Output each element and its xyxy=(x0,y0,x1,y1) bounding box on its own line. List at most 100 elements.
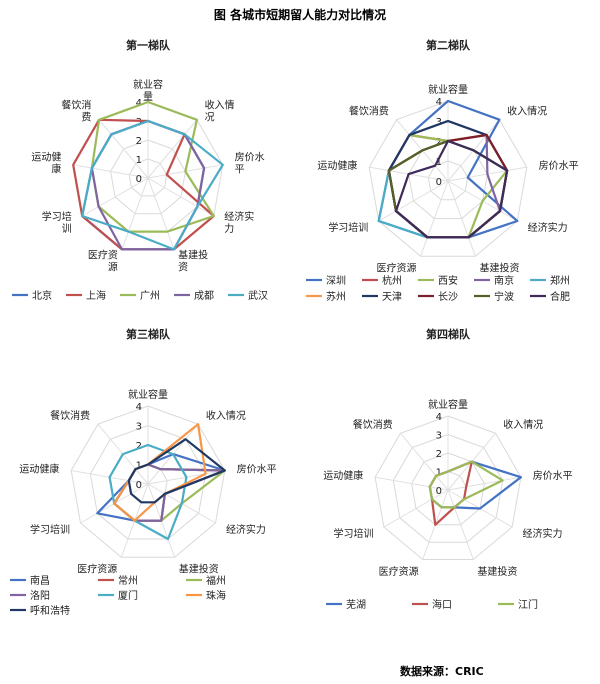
axis-label: 就业容量 xyxy=(428,398,468,411)
axis-label: 况 xyxy=(205,112,215,124)
axis-label: 运动健 xyxy=(31,152,61,164)
legend-label: 合肥 xyxy=(550,290,570,303)
axis-label: 医疗资源 xyxy=(377,261,417,274)
grid-spoke xyxy=(400,432,449,491)
axis-label: 收入情况 xyxy=(507,105,547,118)
legend-label: 南京 xyxy=(494,274,514,287)
tick-label: 2 xyxy=(136,136,142,147)
grid-spoke xyxy=(375,476,449,491)
tick-label: 3 xyxy=(136,422,142,433)
axis-label: 就业容 xyxy=(133,78,163,91)
axis-label: 学习培训 xyxy=(334,527,374,540)
axis-label: 就业容量 xyxy=(128,388,168,401)
legend-label: 西安 xyxy=(438,274,458,287)
axis-label: 学习培 xyxy=(42,210,72,223)
axis-label: 收入情况 xyxy=(206,409,246,422)
tick-label: 4 xyxy=(136,402,142,413)
series-line xyxy=(394,139,509,239)
chart-title: 第四梯队 xyxy=(426,327,471,341)
axis-label: 经济实力 xyxy=(522,527,562,540)
axis-label: 费 xyxy=(81,111,91,124)
grid-spoke xyxy=(378,180,449,222)
axis-label: 医疗资源 xyxy=(379,565,419,578)
axis-label: 康 xyxy=(51,163,61,176)
legend-label: 苏州 xyxy=(326,290,346,303)
legend-label: 洛阳 xyxy=(30,589,50,602)
legend-label: 江门 xyxy=(518,598,538,611)
axis-label: 房价水 xyxy=(235,151,265,164)
grid-ring xyxy=(374,415,522,560)
series-line xyxy=(81,119,224,251)
chart-title: 第二梯队 xyxy=(426,38,471,52)
axis-label: 力 xyxy=(224,222,234,235)
axis-label: 基建投 xyxy=(178,249,208,262)
tick-label: 0 xyxy=(436,486,442,497)
grid-spoke xyxy=(73,164,149,179)
legend-label: 上海 xyxy=(86,289,106,302)
axis-label: 就业容量 xyxy=(428,83,468,96)
axis-label: 房价水平 xyxy=(539,159,579,172)
grid-spoke xyxy=(81,177,149,217)
series-line xyxy=(113,423,207,522)
tick-label: 4 xyxy=(436,412,442,423)
grid-spoke xyxy=(447,180,476,257)
axis-label: 餐饮消费 xyxy=(50,409,90,422)
chart-title: 第一梯队 xyxy=(126,38,171,52)
legend-label: 天津 xyxy=(382,291,402,303)
tick-label: 0 xyxy=(436,177,442,188)
legend-label: 珠海 xyxy=(206,589,226,602)
axis-label: 运动健康 xyxy=(317,159,357,172)
axis-label: 收入情 xyxy=(205,99,235,112)
tick-label: 1 xyxy=(436,157,442,168)
legend-label: 郑州 xyxy=(550,274,570,287)
axis-label: 餐饮消费 xyxy=(349,105,389,118)
legend-label: 海口 xyxy=(432,598,452,611)
legend-label: 广州 xyxy=(140,290,160,302)
grid-ring xyxy=(408,140,488,220)
figure-title: 图 各城市短期留人能力对比情况 xyxy=(213,8,387,22)
grid-ring xyxy=(427,160,469,201)
axis-label: 房价水平 xyxy=(237,462,277,475)
series-line xyxy=(108,443,188,541)
series-line xyxy=(428,460,504,509)
grid-spoke xyxy=(98,119,149,179)
tick-label: 2 xyxy=(436,449,442,460)
grid-spoke xyxy=(147,177,215,217)
axis-label: 运动健康 xyxy=(19,462,59,475)
chart-title: 第三梯队 xyxy=(126,327,171,341)
legend-label: 杭州 xyxy=(382,274,402,287)
grid-ring xyxy=(89,424,207,540)
legend-label: 厦门 xyxy=(118,589,138,602)
grid-spoke xyxy=(147,119,198,179)
tick-label: 1 xyxy=(436,468,442,479)
axis-label: 资 xyxy=(178,262,188,274)
axis-label: 基建投资 xyxy=(477,565,517,578)
axis-label: 源 xyxy=(108,261,118,274)
grid-ring xyxy=(110,139,186,215)
legend-label: 福州 xyxy=(206,574,226,587)
legend-label: 成都 xyxy=(194,290,214,302)
grid-spoke xyxy=(121,177,149,250)
tick-label: 1 xyxy=(136,155,142,166)
grid-spoke xyxy=(447,489,474,560)
legend-label: 深圳 xyxy=(326,275,346,287)
axis-label: 学习培训 xyxy=(328,221,368,234)
legend-label: 北京 xyxy=(32,289,52,302)
tick-label: 2 xyxy=(436,137,442,148)
tick-label: 2 xyxy=(136,441,142,452)
axis-label: 基建投资 xyxy=(179,563,219,576)
legend-label: 武汉 xyxy=(248,289,268,302)
axis-label: 医疗资 xyxy=(88,249,118,262)
grid-spoke xyxy=(420,180,449,257)
axis-label: 学习培训 xyxy=(30,523,70,536)
tick-label: 0 xyxy=(136,480,142,491)
data-source: 数据来源：CRIC xyxy=(400,665,484,678)
grid-spoke xyxy=(447,476,521,491)
legend-label: 常州 xyxy=(118,574,138,587)
axis-label: 房价水平 xyxy=(533,469,573,482)
tick-label: 3 xyxy=(436,431,442,442)
axis-label: 餐饮消费 xyxy=(353,418,393,431)
grid-ring xyxy=(128,158,168,197)
